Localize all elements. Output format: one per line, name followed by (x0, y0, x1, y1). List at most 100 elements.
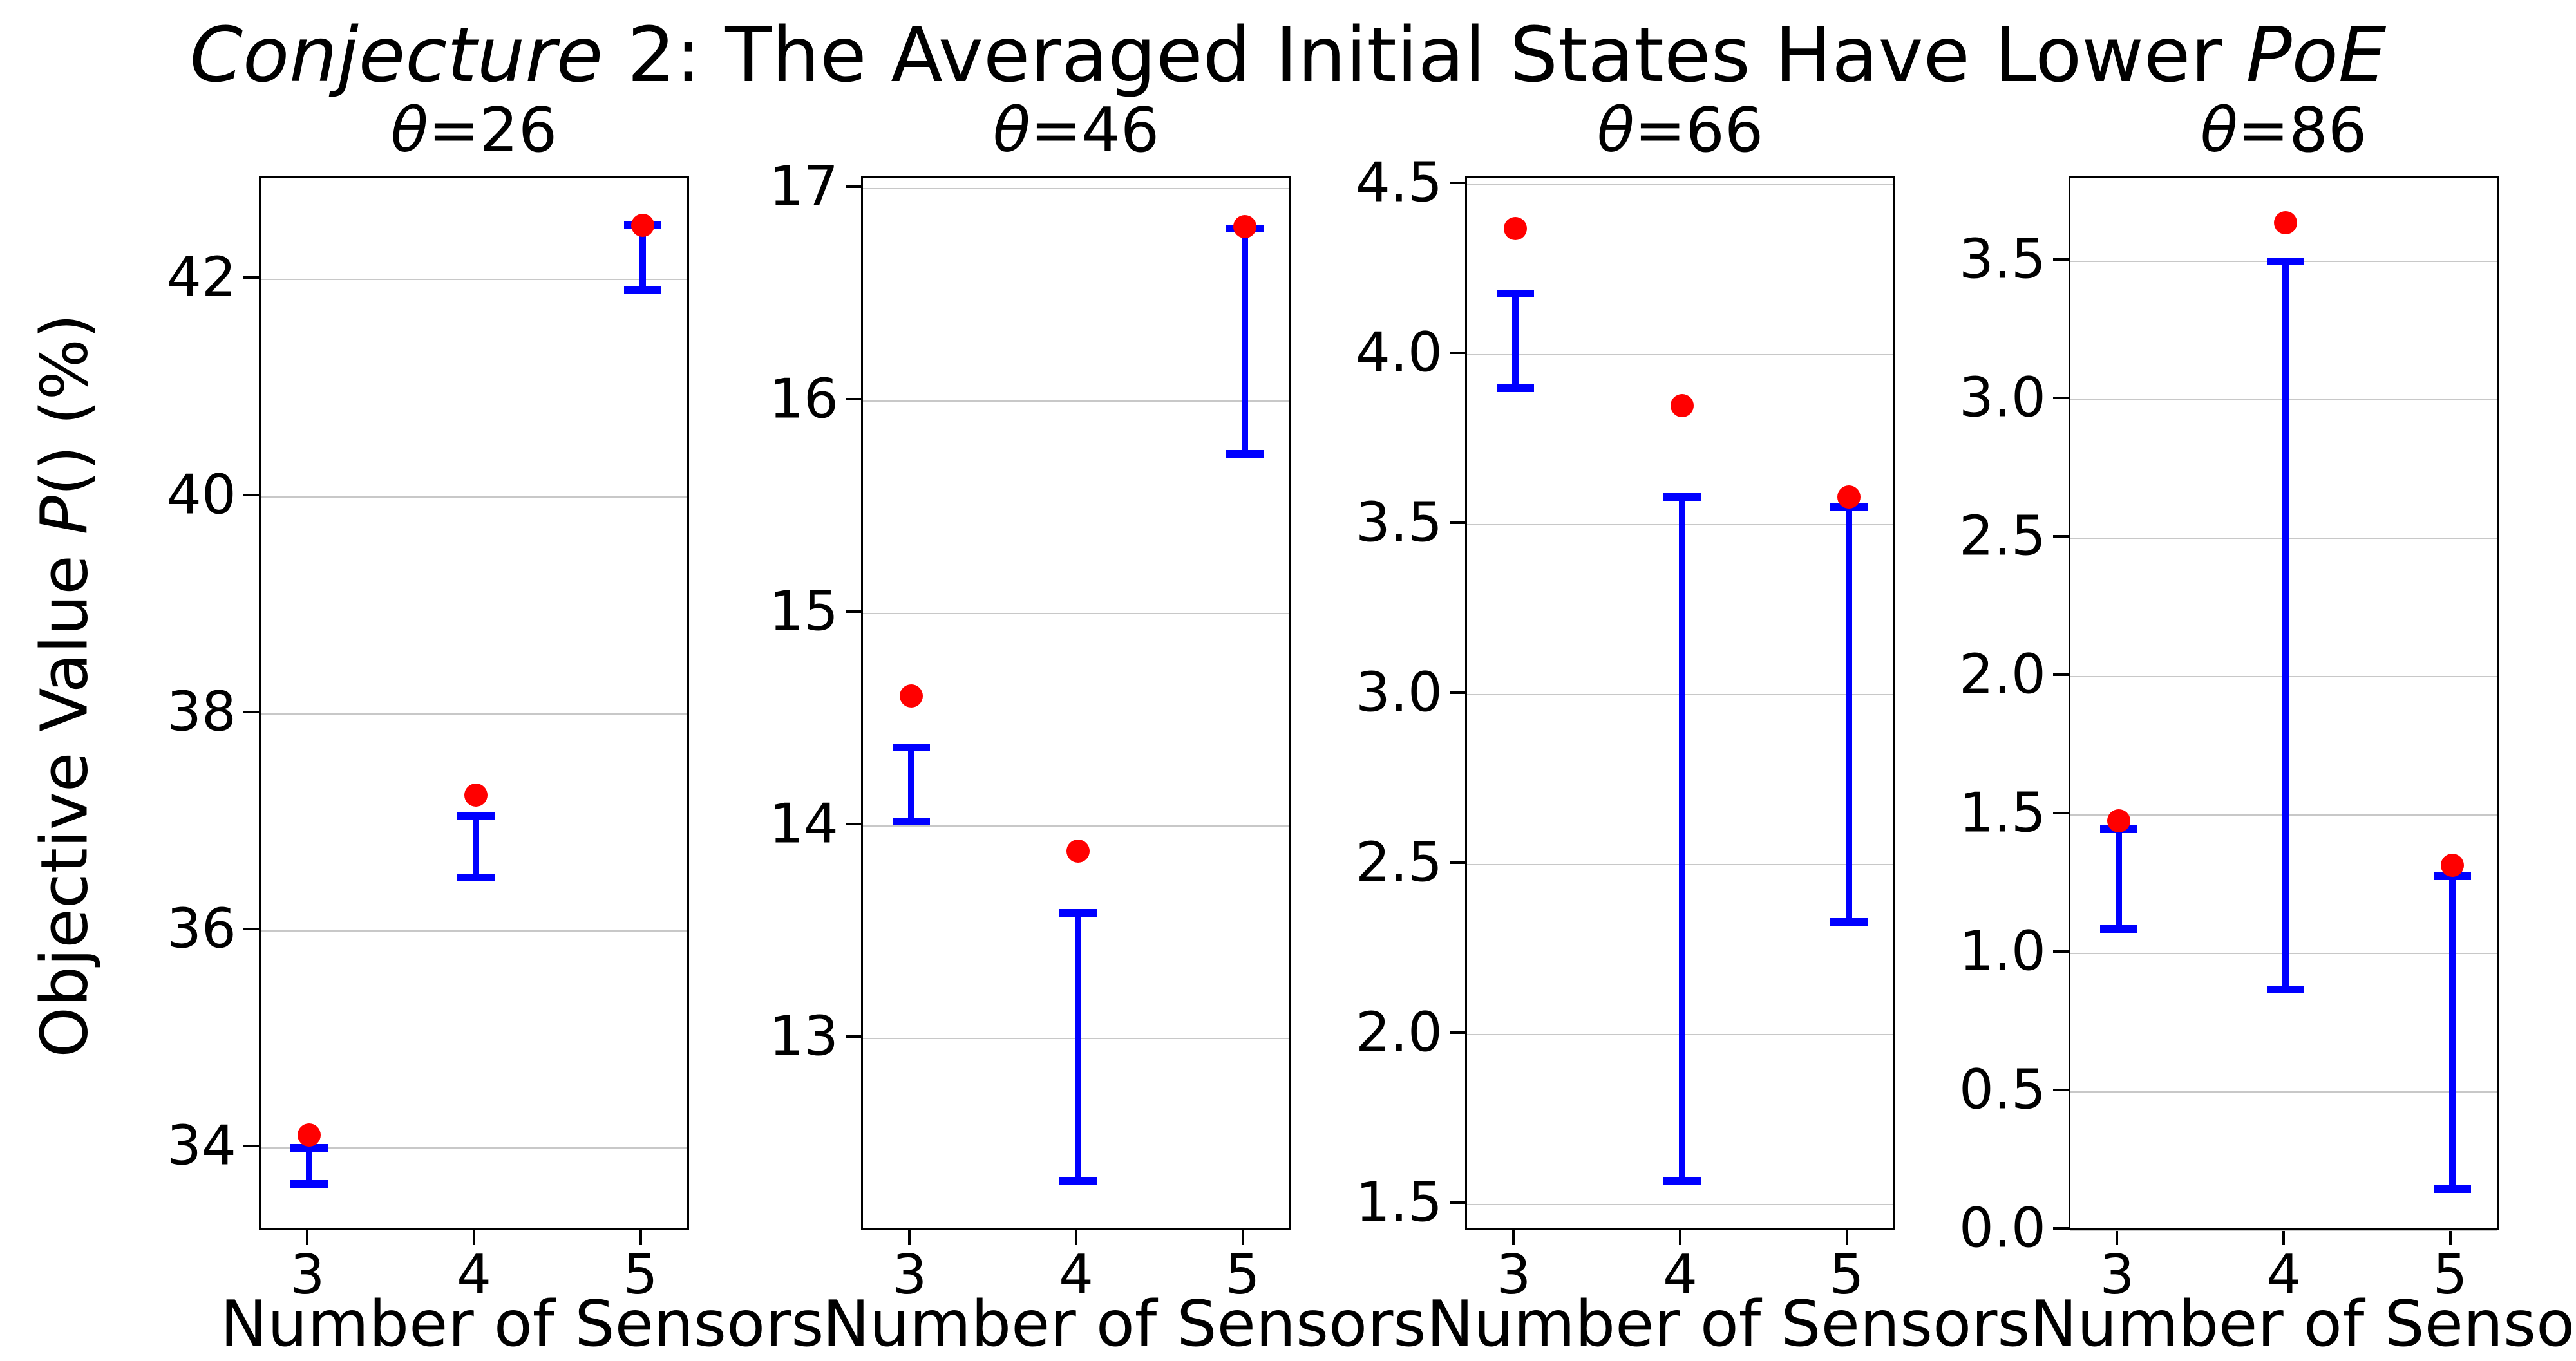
subplot-2-x-axis-label: Number of Sensors (822, 1288, 1426, 1361)
subplot-1-error-bar-bottom-cap-n4 (457, 874, 495, 882)
subplot-3-data-point-dot-n3 (1504, 217, 1528, 241)
subplot-4-title: θ=86 (2069, 95, 2499, 166)
subplot-2-x-tick-3 (908, 1230, 911, 1245)
subplot-4-data-point-dot-n4 (2274, 211, 2297, 235)
subplot-4-x-tick-label: 3 (2099, 1243, 2135, 1307)
subplot-2-error-bar-bottom-cap-n4 (1059, 1176, 1097, 1185)
subplot-1-y-tick-label: 40 (166, 463, 236, 527)
subplot-3-gridline-4.0 (1467, 353, 1893, 355)
subplot-4-x-tick-3 (2116, 1230, 2119, 1245)
subplot-3-y-tick-label: 1.5 (1355, 1170, 1443, 1235)
subplot-1-y-tick-label: 36 (166, 897, 236, 961)
subplot-1-y-tick-label: 34 (166, 1114, 236, 1178)
subplot-1-y-tick-label: 42 (166, 245, 236, 310)
subplot-3-x-tick-label: 3 (1496, 1243, 1531, 1307)
subplot-2-x-tick-label: 5 (1225, 1243, 1260, 1307)
theta-symbol: θ (2200, 95, 2238, 166)
subplot-3-error-bar-n3 (1512, 293, 1519, 389)
subplot-3-x-axis-label: Number of Sensors (1426, 1288, 2031, 1361)
subplot-4-error-bar-n4 (2282, 261, 2289, 990)
subplot-2-error-bar-top-cap-n3 (893, 743, 931, 751)
subplot-2-plot-area (861, 176, 1291, 1230)
subplot-4-plot-area (2069, 176, 2499, 1232)
subplot-4-y-tick-1.0 (2053, 950, 2069, 953)
subplot-3-error-bar-top-cap-n4 (1663, 493, 1701, 502)
subplot-2-title: θ=46 (861, 95, 1291, 166)
subplot-2-gridline-16 (863, 400, 1289, 402)
subplot-4-y-tick-0.5 (2053, 1089, 2069, 1092)
subplot-1-error-bar-n4 (473, 816, 479, 878)
figure-title-main: 2: The Averaged Initial States Have Lowe… (603, 10, 2246, 99)
subplot-4-y-tick-label: 0.5 (1958, 1058, 2046, 1122)
subplot-4-y-tick-2.0 (2053, 673, 2069, 677)
subplot-2-y-tick-label: 13 (768, 1004, 838, 1069)
subplot-2-data-point-dot-n3 (900, 684, 923, 708)
theta-symbol: θ (1596, 95, 1634, 166)
subplot-3-y-tick-label: 4.5 (1355, 151, 1443, 215)
subplot-3-gridline-1.5 (1467, 1203, 1893, 1205)
subplot-4-x-tick-4 (2282, 1230, 2285, 1245)
subplot-3-y-tick-4.5 (1450, 181, 1465, 184)
subplot-1-data-point-dot-n3 (298, 1123, 321, 1147)
subplot-4-error-bar-bottom-cap-n5 (2433, 1185, 2471, 1193)
subplot-1-y-tick-40 (243, 493, 259, 496)
subplot-4-gridline-0.5 (2070, 1091, 2497, 1093)
subplot-3-gridline-4.5 (1467, 183, 1893, 185)
subplot-3-error-bar-n5 (1845, 507, 1852, 923)
subplot-4-y-tick-3.0 (2053, 397, 2069, 400)
subplot-3-x-tick-label: 4 (1662, 1243, 1698, 1307)
subplot-3-error-bar-bottom-cap-n5 (1830, 918, 1868, 926)
subplot-3-x-tick-4 (1679, 1230, 1681, 1245)
subplot-1-x-tick-label: 4 (456, 1243, 492, 1307)
subplot-3-plot-area (1465, 176, 1895, 1230)
subplot-3-error-bar-bottom-cap-n3 (1497, 384, 1535, 393)
theta-value: =86 (2237, 95, 2367, 166)
theta-value: =46 (1030, 95, 1160, 166)
subplot-2-y-tick-16 (846, 397, 861, 400)
subplot-3-y-tick-2.0 (1450, 1031, 1465, 1034)
figure-title-italic-tail: PoE (2246, 10, 2387, 99)
subplot-2-error-bar-bottom-cap-n5 (1226, 450, 1264, 458)
subplot-2-y-tick-label: 17 (768, 155, 838, 218)
subplot-4-x-axis-label: Number of Sensors (2030, 1288, 2576, 1361)
subplot-1-gridline-42 (261, 279, 687, 281)
theta-symbol: θ (390, 95, 428, 166)
subplot-1-x-axis-label: Number of Sensors (220, 1288, 824, 1361)
subplot-1-error-bar-top-cap-n3 (290, 1144, 328, 1152)
subplot-4-data-point-dot-n5 (2440, 853, 2464, 877)
subplot-2-y-tick-17 (846, 185, 861, 188)
subplot-2-gridline-17 (863, 187, 1289, 189)
subplot-4-error-bar-n3 (2116, 829, 2123, 929)
subplot-1-error-bar-top-cap-n4 (457, 812, 495, 820)
subplot-3-data-point-dot-n4 (1671, 393, 1694, 417)
subplot-3-title: θ=66 (1465, 95, 1895, 166)
subplot-2-x-tick-5 (1241, 1230, 1244, 1245)
subplot-3-y-tick-label: 2.0 (1355, 1000, 1443, 1065)
subplot-4-y-tick-label: 3.0 (1958, 366, 2046, 430)
subplot-3-y-tick-label: 3.5 (1355, 491, 1443, 555)
subplot-4-y-tick-label: 1.0 (1958, 919, 2046, 984)
subplot-4-y-tick-label: 1.5 (1958, 781, 2046, 845)
subplot-2-x-tick-label: 4 (1058, 1243, 1094, 1307)
subplot-2-gridline-15 (863, 612, 1289, 614)
subplot-3-x-tick-3 (1512, 1230, 1515, 1245)
subplot-4-error-bar-bottom-cap-n4 (2267, 986, 2304, 994)
subplot-1-x-tick-4 (473, 1230, 475, 1245)
subplot-2-data-point-dot-n5 (1233, 214, 1256, 238)
subplot-4-error-bar-bottom-cap-n3 (2100, 925, 2138, 933)
subplot-3-error-bar-n4 (1679, 497, 1685, 1181)
subplot-4-y-tick-label: 0.0 (1958, 1196, 2046, 1261)
subplot-4-y-tick-3.5 (2053, 258, 2069, 261)
subplot-4-data-point-dot-n3 (2107, 809, 2131, 832)
subplot-1-error-bar-bottom-cap-n5 (623, 286, 661, 295)
subplot-1-error-bar-n5 (639, 225, 646, 291)
subplot-1-x-tick-3 (306, 1230, 309, 1245)
subplot-1-gridline-34 (261, 1147, 687, 1149)
subplot-2-x-tick-4 (1075, 1230, 1077, 1245)
subplot-4-y-tick-1.5 (2053, 812, 2069, 815)
subplot-4-y-tick-2.5 (2053, 535, 2069, 538)
subplot-3-error-bar-bottom-cap-n4 (1663, 1176, 1701, 1185)
subplot-4-y-tick-label: 2.5 (1958, 504, 2046, 568)
subplot-4-y-tick-0.0 (2053, 1227, 2069, 1230)
subplot-1-data-point-dot-n4 (464, 784, 488, 807)
